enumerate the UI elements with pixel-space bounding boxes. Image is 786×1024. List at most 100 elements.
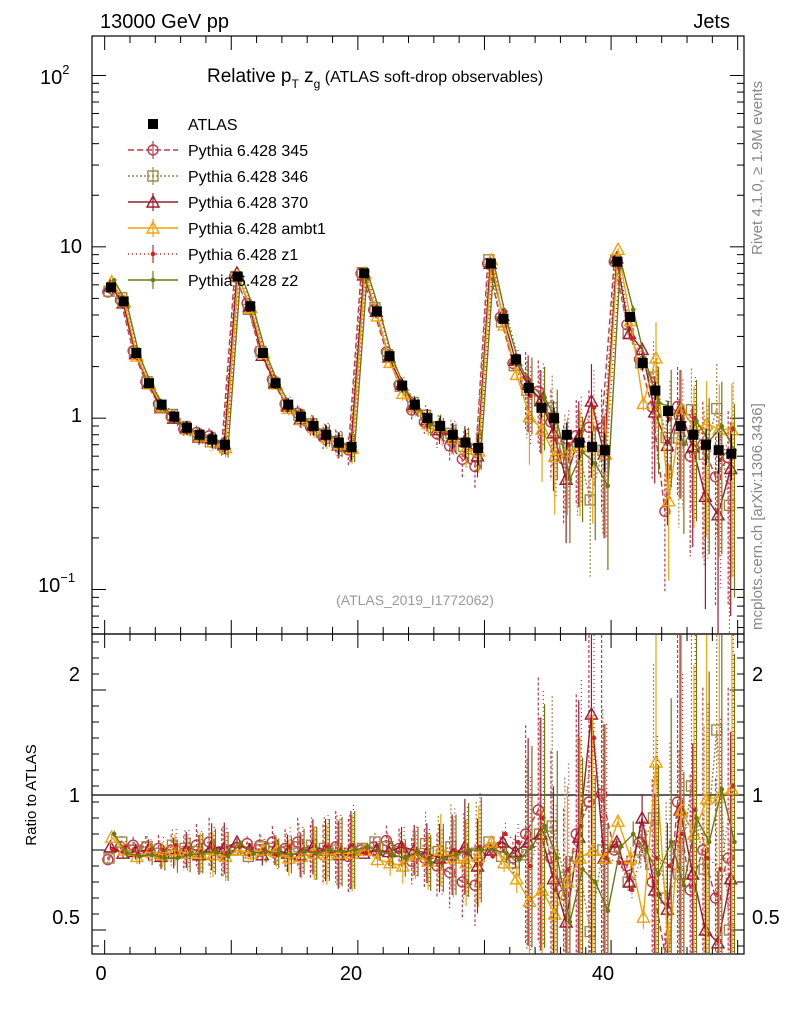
data-point bbox=[656, 400, 661, 405]
ratio-point bbox=[671, 796, 684, 808]
ratio-ytick-label-0-5: 0.5 bbox=[52, 907, 80, 929]
data-point bbox=[605, 483, 611, 489]
legend-marker bbox=[147, 144, 159, 156]
atlas-data-point bbox=[219, 439, 230, 450]
ratio-point bbox=[276, 850, 282, 856]
process-label: Jets bbox=[693, 11, 730, 33]
ratio-point bbox=[648, 754, 664, 768]
ratio-point bbox=[623, 850, 638, 864]
atlas-data-point bbox=[245, 301, 256, 312]
title-subscript-g: g bbox=[314, 77, 321, 91]
data-point bbox=[681, 442, 687, 447]
atlas-data-point bbox=[587, 441, 598, 452]
ratio-point bbox=[305, 839, 321, 853]
atlas-data-point bbox=[637, 357, 648, 368]
ratio-point bbox=[516, 857, 522, 862]
axis-ticks bbox=[92, 36, 744, 954]
atlas-data-point bbox=[422, 413, 433, 424]
ratio-point bbox=[591, 735, 597, 741]
data-point bbox=[698, 488, 713, 502]
title-part-2: z bbox=[299, 66, 314, 87]
ratio-point bbox=[519, 828, 532, 840]
ratio-point bbox=[668, 839, 674, 845]
ratio-series-line bbox=[110, 713, 732, 945]
ratio-point bbox=[149, 852, 155, 858]
ratio-point bbox=[503, 831, 508, 837]
data-point bbox=[591, 405, 597, 410]
atlas-data-point bbox=[688, 429, 699, 440]
ratio-point bbox=[352, 847, 357, 853]
ratio-point bbox=[533, 826, 548, 840]
ratio-point bbox=[685, 866, 700, 880]
ratio-point bbox=[339, 849, 345, 854]
ratio-ytick-label-right-2: 2 bbox=[752, 664, 763, 686]
analysis-watermark: (ATLAS_2019_I1772062) bbox=[336, 592, 494, 608]
legend-marker bbox=[150, 251, 156, 257]
xtick-label-0: 0 bbox=[95, 963, 106, 985]
ratio-point bbox=[529, 844, 535, 850]
atlas-data-point bbox=[321, 429, 332, 440]
ratio-point bbox=[634, 810, 650, 824]
ratio-point bbox=[580, 866, 585, 872]
ratio-series-line bbox=[108, 729, 731, 932]
data-point bbox=[509, 366, 524, 380]
ratio-point bbox=[546, 871, 561, 885]
ratio-point bbox=[238, 841, 244, 846]
atlas-data-point bbox=[561, 429, 572, 440]
rivet-version-label: Rivet 4.1.0, ≥ 1.9M events bbox=[749, 81, 766, 255]
legend-entry-label: Pythia 6.428 370 bbox=[188, 195, 308, 212]
ratio-point bbox=[466, 847, 471, 853]
ratio-point bbox=[554, 855, 560, 861]
ratio-point bbox=[330, 841, 342, 853]
ratio-point bbox=[103, 839, 118, 853]
ratio-point bbox=[289, 852, 294, 858]
ratio-point bbox=[187, 852, 193, 858]
ratio-point bbox=[656, 871, 661, 877]
data-point bbox=[685, 439, 700, 453]
ratio-point bbox=[706, 839, 712, 845]
ratio-plot-frame bbox=[91, 633, 745, 955]
data-point bbox=[661, 493, 676, 507]
atlas-data-point bbox=[549, 413, 560, 424]
ratio-point bbox=[103, 852, 115, 864]
xtick-label-40: 40 bbox=[592, 963, 614, 985]
ratio-point bbox=[484, 834, 499, 848]
atlas-data-point bbox=[143, 378, 154, 389]
ratio-point bbox=[403, 855, 408, 861]
ratio-point bbox=[710, 935, 726, 949]
atlas-data-point bbox=[435, 421, 446, 432]
legend-marker-atlas bbox=[148, 119, 158, 129]
ratio-point bbox=[583, 796, 595, 808]
ratio-point bbox=[491, 847, 497, 853]
data-point bbox=[546, 425, 561, 439]
ytick-100-exp: 2 bbox=[62, 62, 69, 77]
ratio-point bbox=[732, 839, 737, 845]
series-line bbox=[113, 259, 736, 489]
ratio-point bbox=[251, 850, 256, 856]
ratio-point bbox=[584, 706, 599, 720]
atlas-data-point bbox=[599, 445, 610, 456]
ytick-label-1: 1 bbox=[71, 405, 82, 427]
ratio-point bbox=[314, 850, 320, 856]
atlas-data-point bbox=[675, 421, 686, 432]
data-point bbox=[542, 395, 547, 400]
legend-entry-label: Pythia 6.428 z1 bbox=[188, 247, 298, 264]
ratio-point bbox=[266, 836, 279, 848]
ratio-point bbox=[102, 853, 114, 866]
ratio-point bbox=[380, 834, 393, 847]
atlas-data-point bbox=[485, 258, 496, 269]
atlas-data-point bbox=[612, 256, 623, 267]
atlas-data-point bbox=[574, 437, 585, 448]
atlas-data-point bbox=[194, 429, 205, 440]
data-point bbox=[592, 461, 598, 466]
series-4-ratio bbox=[104, 635, 740, 954]
ratio-point bbox=[709, 892, 722, 904]
reference-data-layer bbox=[105, 256, 737, 481]
atlas-data-point bbox=[118, 296, 129, 307]
ratio-point bbox=[542, 823, 547, 829]
ratio-point bbox=[719, 786, 725, 792]
atlas-data-point bbox=[650, 385, 661, 396]
atlas-data-point bbox=[308, 421, 319, 432]
ratio-point bbox=[609, 834, 624, 848]
ratio-point bbox=[629, 887, 635, 893]
